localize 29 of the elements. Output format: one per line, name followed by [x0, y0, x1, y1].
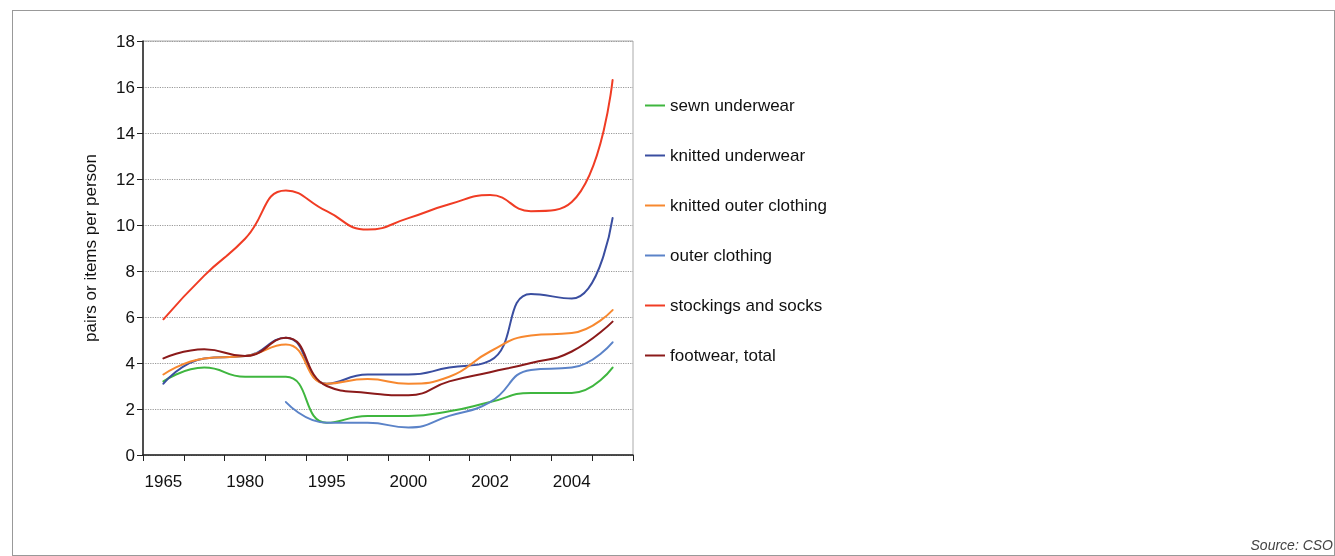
y-tick-label: 18: [116, 31, 135, 51]
x-tick-label: 1965: [144, 472, 183, 491]
legend-label: footwear, total: [670, 346, 776, 365]
x-tick-label: 2000: [389, 472, 428, 491]
x-tick-label: 1980: [226, 472, 264, 491]
legend-label: sewn underwear: [670, 96, 796, 115]
line-series: [284, 341, 614, 429]
x-tick-label: 1995: [307, 472, 346, 491]
line-series: [162, 309, 614, 385]
x-tick-label: 2004: [552, 472, 591, 491]
legend-label: outer clothing: [670, 246, 773, 265]
line-series: [162, 320, 614, 397]
x-tick-label: 2002: [471, 472, 509, 491]
y-tick-label: 6: [125, 307, 135, 327]
legend-label: stockings and socks: [670, 296, 823, 315]
y-tick-label: 8: [125, 261, 135, 281]
y-tick-label: 14: [116, 123, 135, 143]
y-tick-label: 16: [116, 77, 135, 97]
y-tick-label: 0: [125, 445, 135, 465]
y-tick-label: 12: [116, 169, 135, 189]
y-axis-title: pairs or items per person: [81, 153, 100, 343]
line-series: [162, 79, 614, 321]
y-tick-label: 10: [116, 215, 135, 235]
legend-label: knitted outer clothing: [670, 196, 827, 215]
source-note: Source: CSO: [1250, 537, 1334, 553]
y-tick-label: 2: [125, 399, 135, 419]
legend-label: knitted underwear: [670, 146, 806, 165]
line-series: [162, 366, 614, 424]
y-tick-label: 4: [125, 353, 135, 373]
